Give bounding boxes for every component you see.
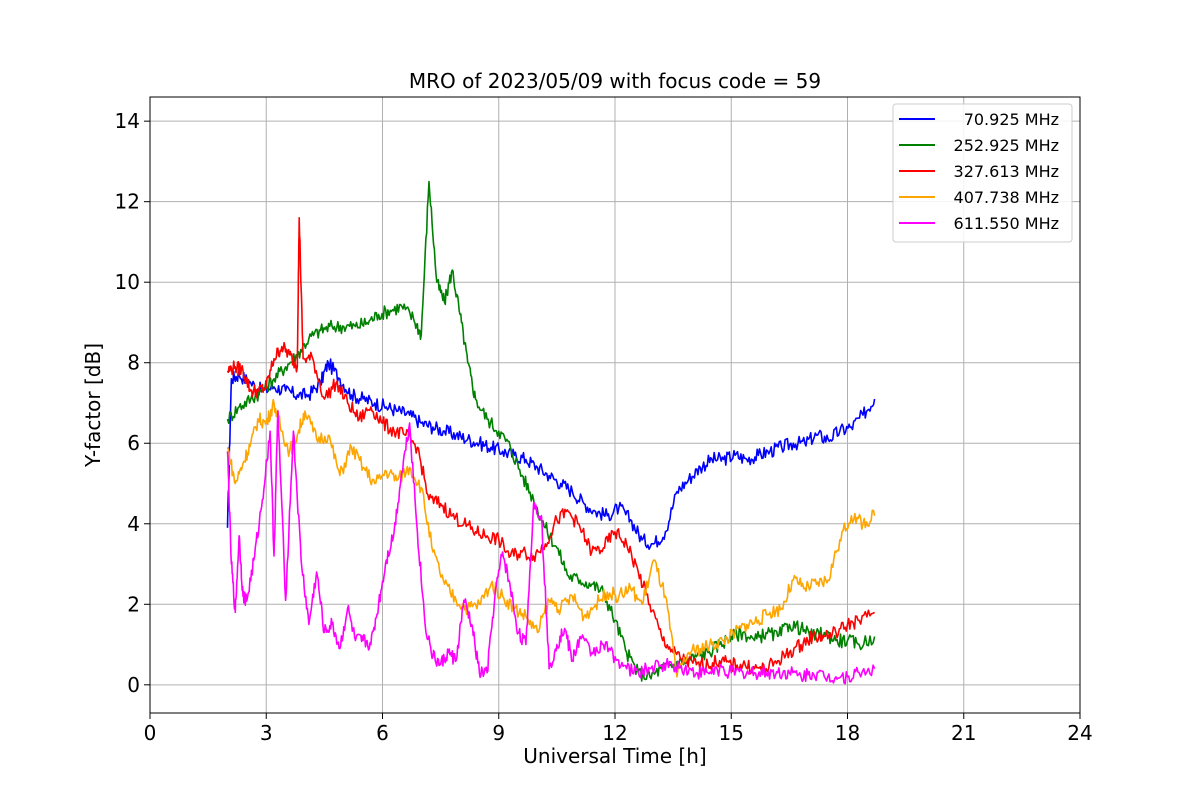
x-tick-label: 0 [144,721,157,745]
y-tick-label: 12 [115,190,140,214]
series-line-1 [226,358,876,550]
series-line-5 [226,410,876,685]
y-tick-label: 6 [127,431,140,455]
y-tick-label: 14 [115,109,140,133]
y-tick-label: 4 [127,512,140,536]
legend-label: 611.550 MHz [954,214,1059,233]
series-line-3 [226,217,876,675]
series-line-2 [226,180,876,682]
y-tick-label: 2 [127,592,140,616]
x-tick-label: 21 [951,721,976,745]
series-line-4 [226,398,876,678]
x-tick-label: 6 [376,721,389,745]
x-tick-label: 9 [492,721,505,745]
x-tick-label: 15 [719,721,744,745]
chart-title: MRO of 2023/05/09 with focus code = 59 [409,69,821,93]
x-tick-label: 3 [260,721,273,745]
legend-label: 327.613 MHz [954,162,1059,181]
y-tick-label: 10 [115,270,140,294]
legend-label: 407.738 MHz [954,188,1059,207]
legend: 70.925 MHz 252.925 MHz 327.613 MHz 407.738 … [892,103,1073,243]
x-tick-label: 24 [1067,721,1092,745]
legend-box [892,103,1073,243]
x-tick-label: 12 [602,721,627,745]
x-tick-label: 18 [835,721,860,745]
y-axis-label: Y-factor [dB] [81,343,105,468]
series-layer [226,180,876,685]
x-axis-label: Universal Time [h] [523,744,706,768]
y-tick-label: 0 [127,673,140,697]
y-tick-label: 8 [127,351,140,375]
legend-label: 70.925 MHz [964,110,1059,129]
legend-label: 252.925 MHz [954,136,1059,155]
